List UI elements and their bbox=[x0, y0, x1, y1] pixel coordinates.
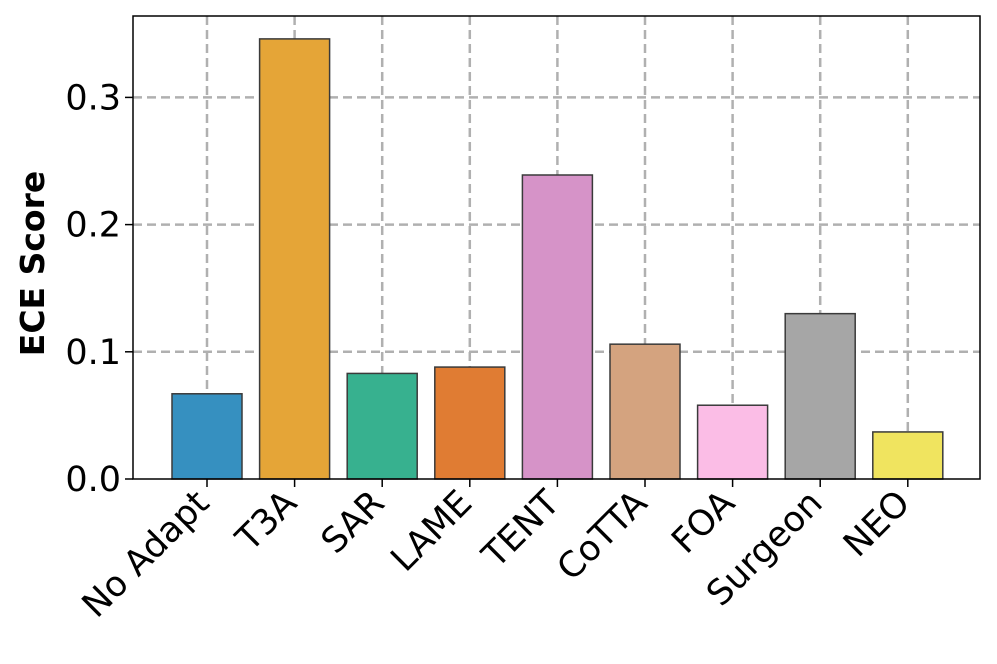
y-tick-label: 0.2 bbox=[65, 206, 121, 246]
y-tick-label: 0.1 bbox=[65, 333, 121, 373]
bar-neo bbox=[872, 431, 944, 480]
bar-tent bbox=[521, 174, 594, 480]
y-tick-label: 0.3 bbox=[65, 78, 121, 118]
x-tick-label: LAME bbox=[384, 483, 481, 580]
bar-sar bbox=[346, 372, 418, 480]
x-tick-label: T3A bbox=[228, 483, 305, 560]
axis-ticks bbox=[125, 96, 909, 487]
x-tick-label: CoTTA bbox=[550, 483, 656, 589]
x-tick-label: FOA bbox=[664, 483, 743, 562]
bar-cotta bbox=[609, 343, 681, 480]
x-tick-label: NEO bbox=[836, 483, 918, 565]
bar-surgeon bbox=[784, 312, 856, 480]
bar-lame bbox=[434, 366, 506, 480]
plot-frame bbox=[132, 15, 981, 480]
bar-no-adapt bbox=[171, 393, 243, 480]
bar-foa bbox=[696, 404, 769, 480]
y-tick-label: 0.0 bbox=[65, 460, 121, 500]
x-tick-label: SAR bbox=[314, 483, 393, 562]
bar-t3a bbox=[258, 38, 331, 480]
y-axis-label: ECE Score bbox=[13, 171, 52, 356]
bars bbox=[171, 38, 944, 480]
x-tick-label: No Adapt bbox=[75, 483, 218, 626]
